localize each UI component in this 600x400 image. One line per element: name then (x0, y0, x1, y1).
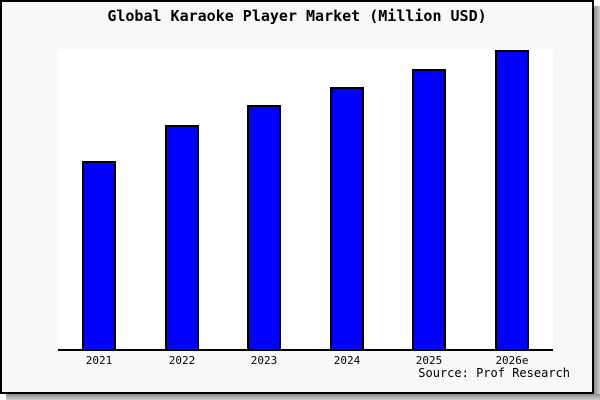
chart-frame: Global Karaoke Player Market (Million US… (0, 0, 594, 394)
x-tick-label-2026e: 2026e (495, 354, 529, 367)
bar-2022 (165, 125, 199, 349)
bar-2024 (330, 87, 364, 349)
drop-shadow-bottom (6, 394, 600, 400)
x-axis-labels: 2021 2022 2023 2024 2025 2026e (58, 354, 553, 368)
bar-2025 (412, 69, 446, 349)
plot-area (58, 49, 553, 351)
x-tick-label-2021: 2021 (85, 354, 113, 367)
x-tick-label-2024: 2024 (333, 354, 361, 367)
drop-shadow-right (594, 6, 600, 394)
bar-2023 (247, 105, 281, 349)
bar-2026e (495, 50, 529, 349)
x-tick-label-2022: 2022 (168, 354, 196, 367)
chart-title: Global Karaoke Player Market (Million US… (107, 7, 487, 25)
bar-2021 (82, 161, 116, 349)
source-credit: Source: Prof Research (418, 366, 570, 380)
x-tick-label-2025: 2025 (415, 354, 443, 367)
x-tick-label-2023: 2023 (250, 354, 278, 367)
